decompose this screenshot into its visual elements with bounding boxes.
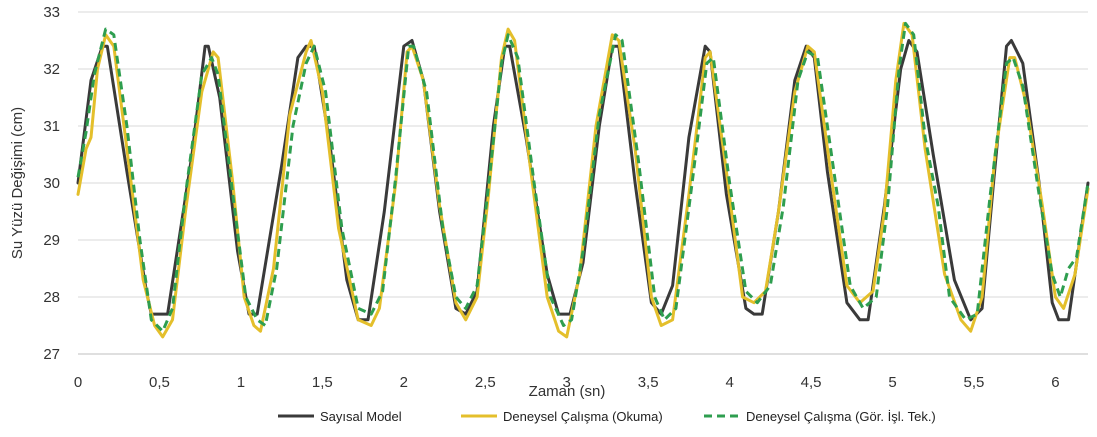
y-axis-title: Su Yüzü Değişimi (cm) bbox=[9, 107, 26, 259]
series-line-0 bbox=[76, 39, 1090, 322]
x-tick-label: 0 bbox=[74, 374, 82, 391]
x-tick-label: 1,5 bbox=[312, 374, 333, 391]
y-tick-label: 32 bbox=[43, 61, 60, 78]
series-lines bbox=[76, 21, 1090, 339]
x-tick-label: 3 bbox=[563, 374, 571, 391]
legend: Sayısal Model Deneysel Çalışma (Okuma) Den… bbox=[278, 409, 936, 424]
legend-label-2: Deneysel Çalışma (Gör. İşl. Tek.) bbox=[746, 409, 936, 424]
gridlines bbox=[78, 11, 1088, 298]
x-tick-label: 4,5 bbox=[801, 374, 822, 391]
y-tick-label: 29 bbox=[43, 232, 60, 249]
x-tick-label: 5,5 bbox=[964, 374, 985, 391]
x-tick-label: 2 bbox=[400, 374, 408, 391]
x-tick-label: 1 bbox=[237, 374, 245, 391]
legend-label-1: Deneysel Çalışma (Okuma) bbox=[503, 409, 663, 424]
y-tick-label: 30 bbox=[43, 175, 60, 192]
x-tick-label: 3,5 bbox=[638, 374, 659, 391]
legend-label-0: Sayısal Model bbox=[320, 409, 402, 424]
x-tick-label: 0,5 bbox=[149, 374, 170, 391]
x-tick-label: 2,5 bbox=[475, 374, 496, 391]
y-tick-label: 33 bbox=[43, 4, 60, 21]
x-axis-title: Zaman (sn) bbox=[529, 383, 606, 400]
x-tick-labels: 0 0,5 1 1,5 2 2,5 3 3,5 4 4,5 5 5,5 6 bbox=[74, 374, 1060, 391]
y-tick-label: 31 bbox=[43, 118, 60, 135]
y-tick-label: 27 bbox=[43, 346, 60, 363]
series-line-2 bbox=[76, 21, 1090, 333]
y-tick-label: 28 bbox=[43, 289, 60, 306]
x-tick-label: 5 bbox=[888, 374, 896, 391]
y-tick-labels: 27 28 29 30 31 32 33 bbox=[43, 4, 60, 363]
x-tick-label: 6 bbox=[1051, 374, 1059, 391]
x-tick-label: 4 bbox=[725, 374, 733, 391]
